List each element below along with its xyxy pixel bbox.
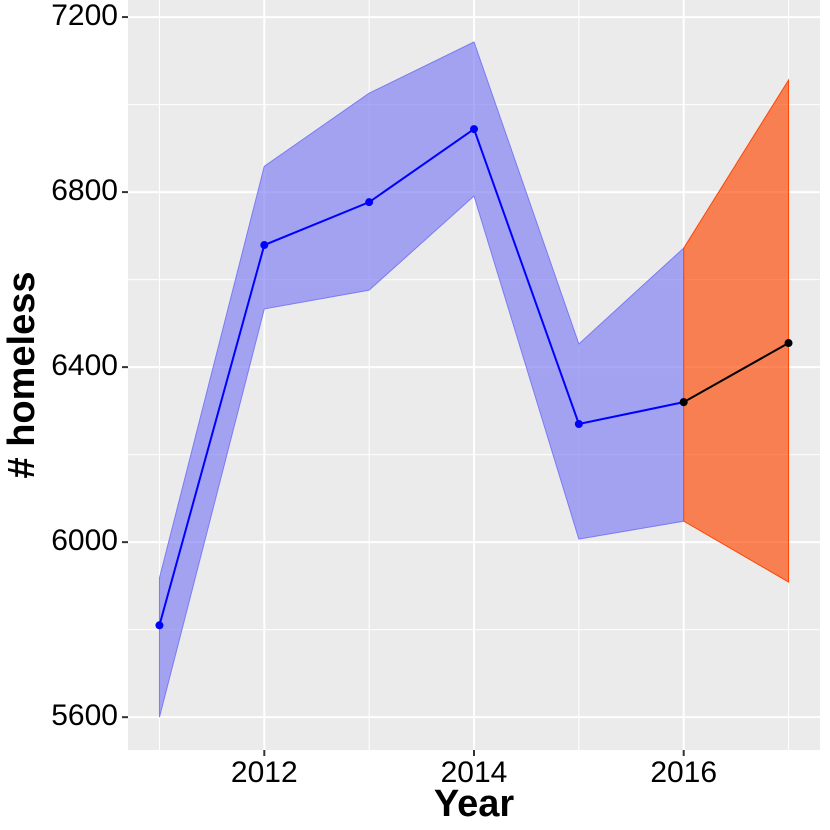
- point: [365, 198, 374, 207]
- x-tick-label: 2016: [650, 756, 717, 789]
- y-tick-label: 5600: [51, 699, 118, 732]
- y-tick-label: 6800: [51, 174, 118, 207]
- y-tick-label: 6000: [51, 524, 118, 557]
- y-tick-label: 7200: [51, 0, 118, 32]
- point: [574, 420, 583, 429]
- point: [470, 125, 478, 134]
- x-tick-label: 2012: [231, 756, 298, 789]
- point: [155, 621, 164, 630]
- point: [260, 241, 269, 250]
- y-tick-label: 6400: [51, 349, 118, 382]
- point: [784, 339, 793, 348]
- y-axis-title: # homeless: [1, 272, 43, 479]
- line: [158, 127, 684, 626]
- confidence-band: [683, 78, 790, 583]
- x-tick-label: 2014: [441, 756, 508, 789]
- x-axis-title: Year: [434, 783, 515, 825]
- line: [683, 342, 790, 404]
- point: [679, 398, 688, 407]
